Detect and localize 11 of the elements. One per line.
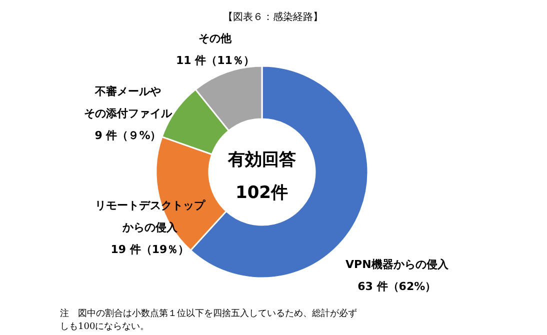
text: 有効回答 bbox=[228, 148, 296, 170]
slice-label: 不審メールやその添付ファイル bbox=[84, 85, 172, 120]
text: 102件 bbox=[236, 182, 288, 204]
data-label: 9 件（９%） bbox=[94, 129, 162, 142]
chart-title: 【図表６：感染経路】 bbox=[223, 10, 323, 24]
text: 注 図中の割合は小数点第１位以下を四捨五入しているため、総計が必ずしも100にならない。 bbox=[60, 308, 358, 333]
data-label: 63 件（62%） bbox=[358, 280, 436, 293]
slice-label: VPN機器からの侵入 bbox=[346, 258, 448, 271]
data-label: 11 件（11％） bbox=[176, 54, 254, 67]
data-label: 19 件（19％） bbox=[110, 243, 190, 256]
slice-label: その他 bbox=[198, 32, 232, 45]
